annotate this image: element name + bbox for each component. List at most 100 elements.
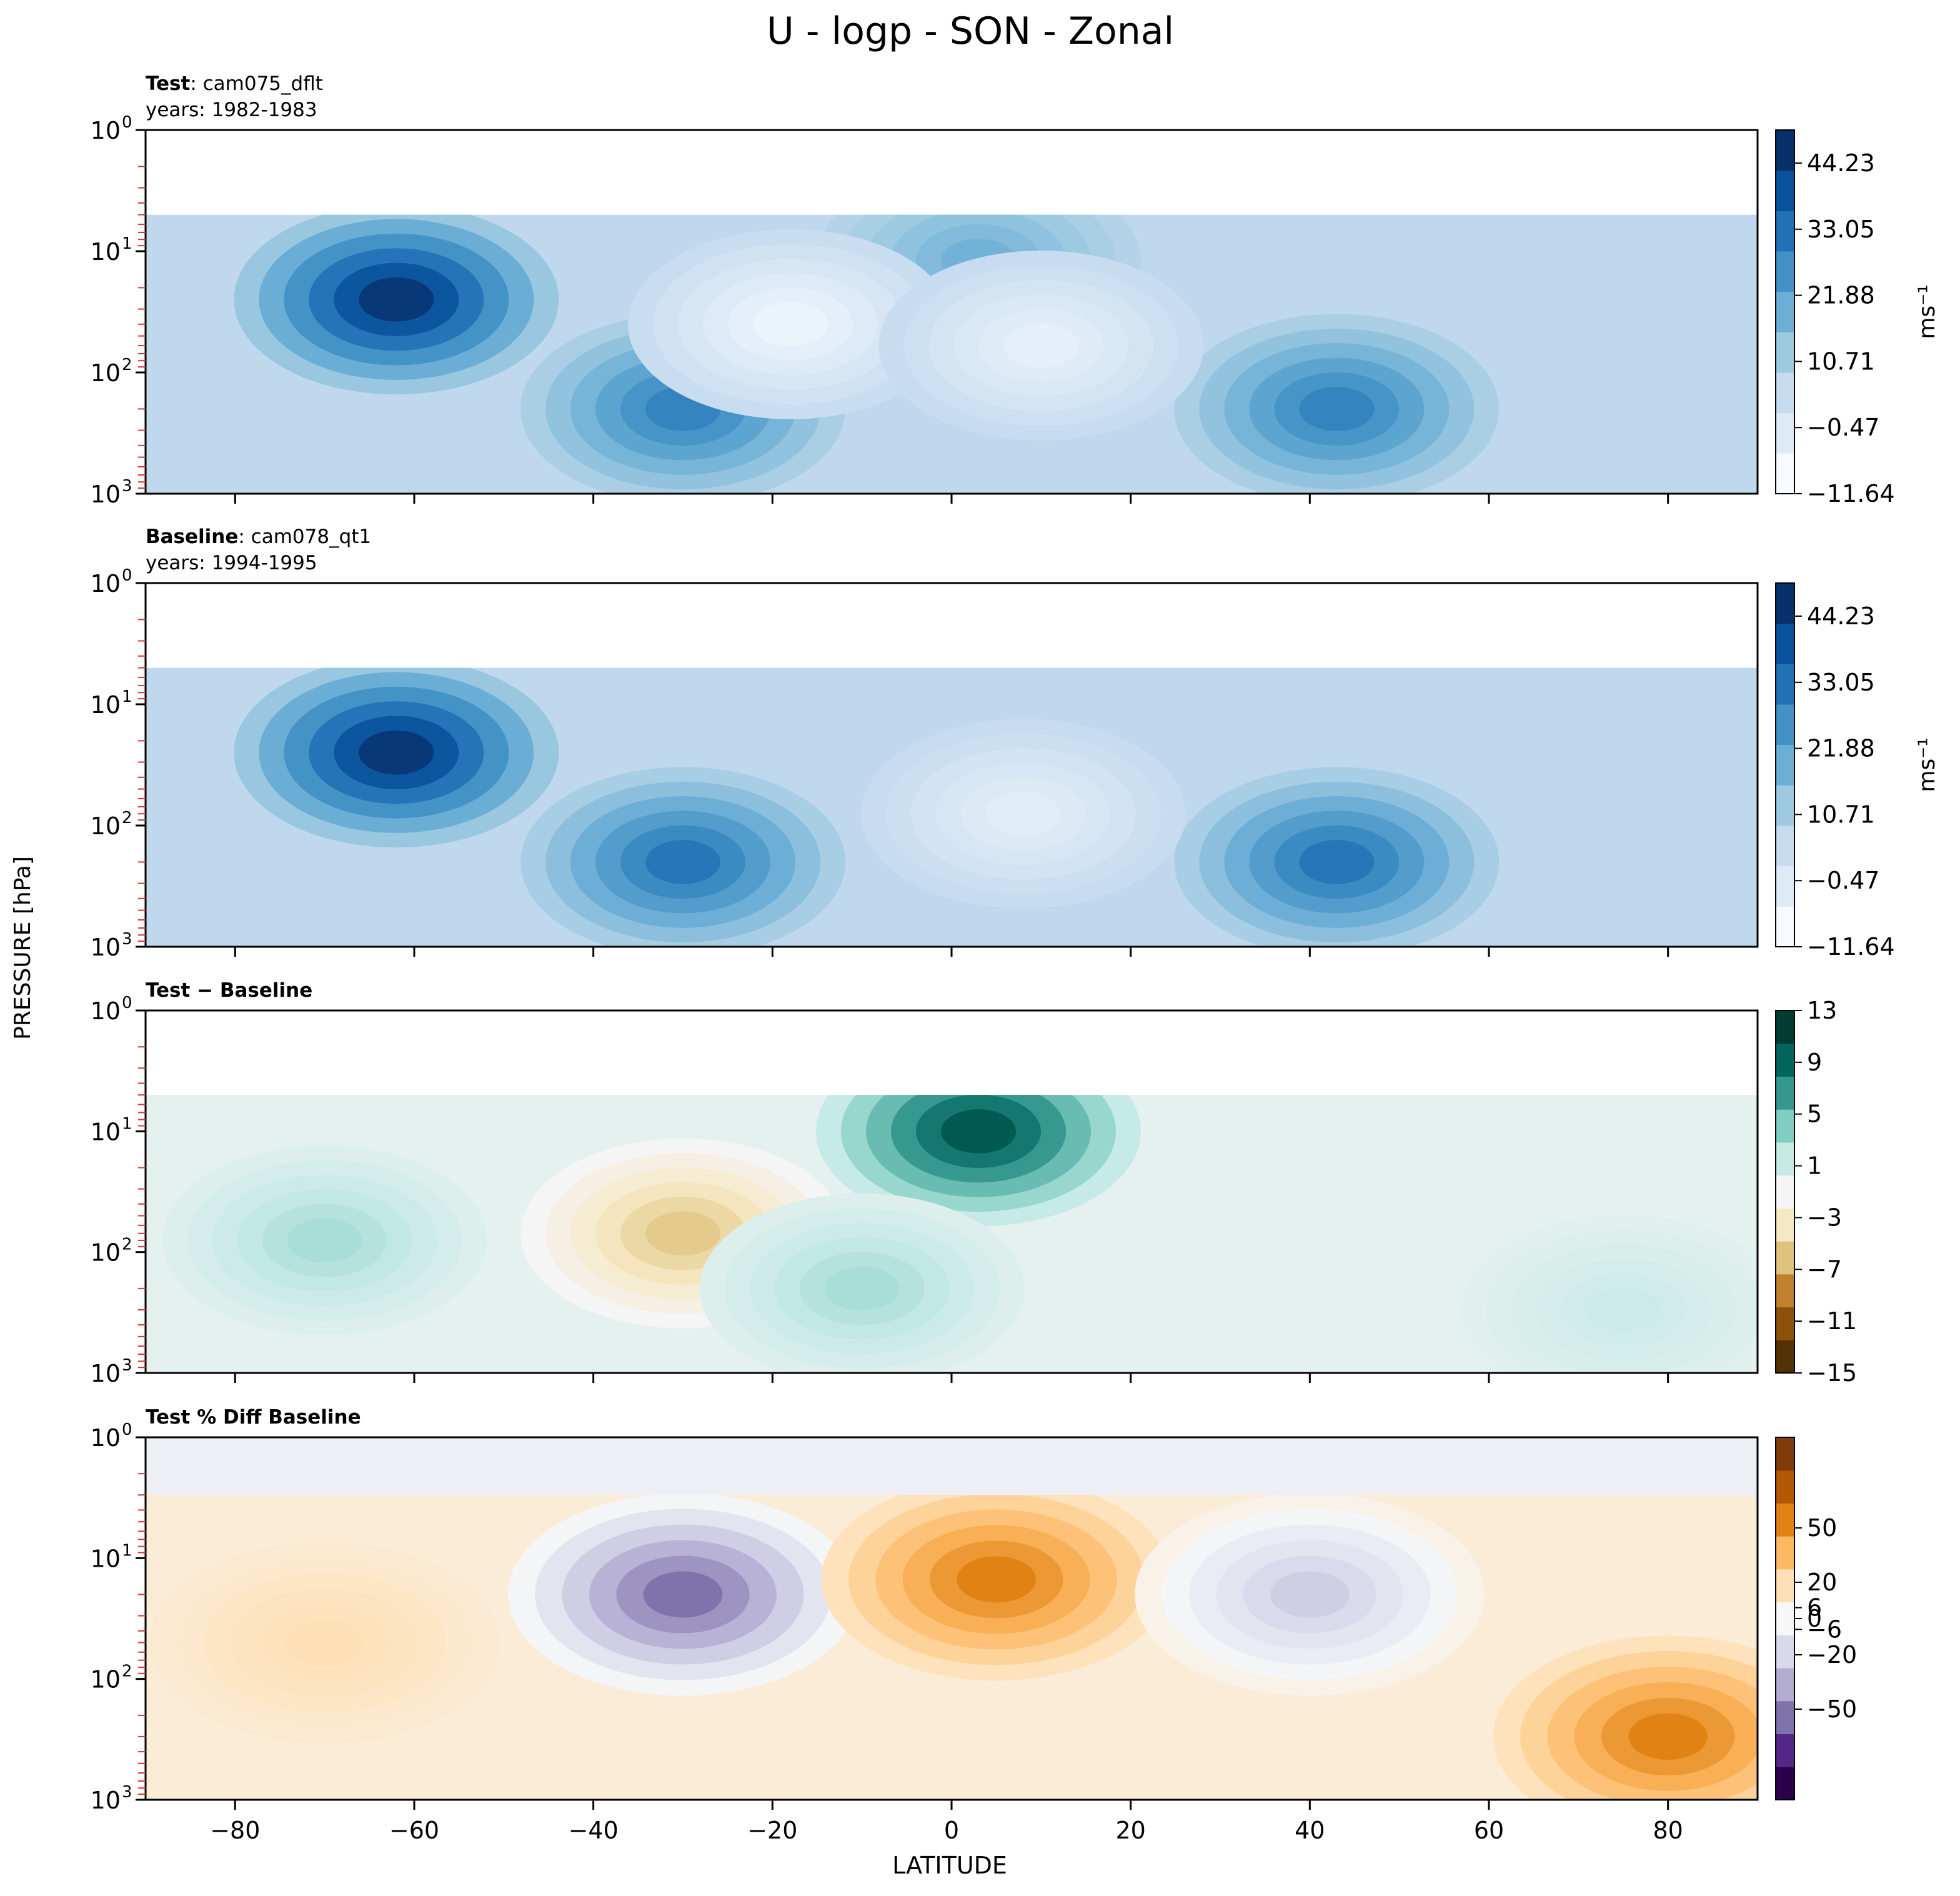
- colorbar-segment: [1776, 1437, 1794, 1471]
- colorbar-segment: [1776, 1503, 1794, 1537]
- colorbar-tick-label: 6: [1807, 1594, 1822, 1622]
- colorbar-segment: [1776, 1700, 1794, 1735]
- y-tick-exponent: 1: [122, 1114, 132, 1133]
- colorbar-tick-label: 10.71: [1807, 801, 1875, 828]
- y-tick-exponent: 2: [122, 1662, 132, 1681]
- colorbar-tick-label: 20: [1807, 1569, 1837, 1596]
- colorbar-segment: [1776, 1274, 1794, 1308]
- colorbar-tick-label: −3: [1807, 1204, 1842, 1231]
- colorbar-segment: [1776, 1668, 1794, 1702]
- y-tick-label: 10: [91, 1424, 121, 1452]
- colorbar-tick-label: 21.88: [1807, 735, 1875, 762]
- x-axis-label: LATITUDE: [892, 1852, 1007, 1879]
- y-tick-exponent: 3: [122, 1783, 132, 1802]
- x-tick-label: 20: [1115, 1817, 1145, 1844]
- colorbar-segment: [1776, 1241, 1794, 1275]
- y-tick-label: 10: [91, 359, 121, 387]
- colorbar-segment: [1776, 1536, 1794, 1570]
- colorbar-tick-label: 9: [1807, 1049, 1822, 1076]
- colorbar-segment: [1776, 1175, 1794, 1209]
- colorbar-segment: [1776, 1470, 1794, 1504]
- contour-feature-3: [287, 1218, 362, 1263]
- colorbar-segment: [1776, 1602, 1794, 1635]
- colorbar-segment: [1776, 130, 1794, 171]
- y-tick-label: 10: [91, 570, 121, 597]
- x-tick-label: −60: [389, 1817, 439, 1844]
- contour-feature-5: [1586, 1287, 1661, 1332]
- y-tick-exponent: 0: [122, 566, 132, 585]
- colorbar-frame: [1775, 1010, 1795, 1374]
- colorbar-segment: [1776, 906, 1794, 947]
- y-tick-label: 10: [91, 1118, 121, 1145]
- data-field: [146, 214, 1758, 494]
- panel-label: Test % Diff Baseline: [146, 1406, 361, 1429]
- contour-feature-2: [645, 1211, 720, 1256]
- panel-label-rest: : cam075_dflt: [190, 72, 323, 95]
- colorbar-segment: [1776, 1569, 1794, 1603]
- panel-label: Test: cam075_dflt: [146, 72, 323, 95]
- y-tick-label: 10: [91, 997, 121, 1025]
- contour-feature-1: [643, 1571, 723, 1618]
- colorbar-tick-label: 0: [1807, 1605, 1822, 1632]
- colorbar-segment: [1776, 251, 1794, 292]
- colorbar-frame: [1775, 582, 1795, 947]
- colorbar-segment: [1776, 211, 1794, 252]
- y-tick-label: 10: [91, 691, 121, 719]
- contour-feature-6: [1003, 323, 1079, 368]
- colorbar-frame: [1775, 129, 1795, 494]
- colorbar-segment: [1776, 744, 1794, 786]
- y-tick-label: 10: [91, 1360, 121, 1387]
- panel-subtitle: years: 1982-1983: [146, 99, 317, 121]
- y-tick-label: 10: [91, 934, 121, 961]
- contour-feature-4: [824, 1266, 900, 1311]
- colorbar-tick-label: −0.47: [1807, 414, 1879, 441]
- panel-label-bold: Test: [146, 72, 191, 95]
- x-tick-label: 60: [1474, 1817, 1504, 1844]
- x-tick-label: 0: [944, 1817, 959, 1844]
- panel-label-bold: Test % Diff Baseline: [146, 1406, 361, 1429]
- colorbar-tick-label: 50: [1807, 1514, 1837, 1542]
- data-field: [146, 1095, 1758, 1373]
- colorbar-segment: [1776, 372, 1794, 414]
- colorbar-tick-label: 33.05: [1807, 216, 1875, 243]
- colorbar-tick-label: 33.05: [1807, 669, 1875, 696]
- colorbar-segment: [1776, 1635, 1794, 1669]
- colorbar-segment: [1776, 332, 1794, 373]
- panel-label-bold: Baseline: [146, 526, 238, 548]
- data-field: [146, 667, 1758, 947]
- colorbar-tick-label: 5: [1807, 1100, 1822, 1128]
- contour-feature-1: [941, 1109, 1016, 1154]
- y-tick-label: 10: [91, 117, 121, 144]
- colorbar-tick-label: −11: [1807, 1307, 1857, 1335]
- colorbar-tick-label: −20: [1807, 1641, 1857, 1669]
- colorbar-segment: [1776, 1307, 1794, 1340]
- y-axis-label: PRESSURE [hPa]: [10, 856, 36, 1040]
- y-tick-exponent: 1: [122, 687, 132, 706]
- colorbar-segment: [1776, 785, 1794, 826]
- colorbar-label: ms⁻¹: [1914, 284, 1940, 339]
- contour-feature-3: [1299, 387, 1375, 431]
- y-tick-exponent: 2: [122, 809, 132, 827]
- x-tick-label: −40: [569, 1817, 619, 1844]
- colorbar-tick-label: −15: [1807, 1359, 1857, 1387]
- colorbar-segment: [1776, 453, 1794, 494]
- panel-label: Test − Baseline: [146, 979, 312, 1002]
- data-field: [146, 1495, 1758, 1800]
- colorbar-tick-label: −11.64: [1807, 480, 1895, 507]
- colorbar-segment: [1776, 1043, 1794, 1077]
- y-tick-exponent: 0: [122, 994, 132, 1012]
- panel-subtitle: years: 1994-1995: [146, 552, 317, 574]
- colorbar-tick-label: 44.23: [1807, 149, 1875, 177]
- x-tick-label: −80: [210, 1817, 260, 1844]
- colorbar-tick-label: −0.47: [1807, 867, 1879, 894]
- y-tick-exponent: 2: [122, 356, 132, 374]
- colorbar-segment: [1776, 664, 1794, 705]
- colorbar-segment: [1776, 291, 1794, 332]
- panel-label: Baseline: cam078_qt1: [146, 526, 371, 548]
- contour-feature-4: [285, 1619, 364, 1666]
- colorbar-segment: [1776, 1340, 1794, 1374]
- x-tick-label: 80: [1653, 1817, 1683, 1844]
